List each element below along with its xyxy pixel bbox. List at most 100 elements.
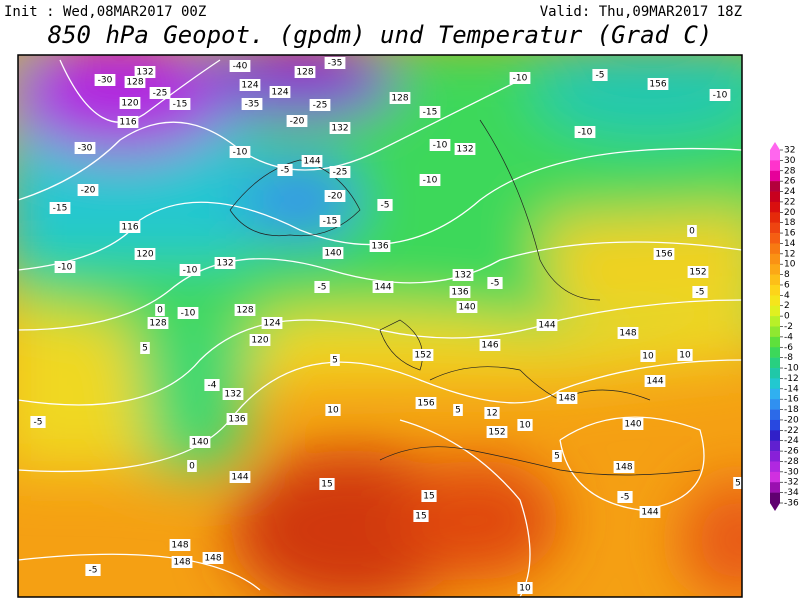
coastlines	[229, 119, 701, 476]
contour-label-box	[134, 248, 156, 260]
contour-label: 132	[224, 390, 241, 400]
contour-label-box	[536, 319, 558, 331]
colorbar-tick-label: 14	[784, 239, 796, 249]
contour-label-box	[329, 166, 351, 178]
colorbar-segment	[770, 284, 780, 296]
colorbar-tick-label: -20	[784, 415, 799, 425]
contour-label: 148	[558, 394, 575, 404]
colorbar-segment	[770, 409, 780, 421]
colorbar-tick-label: 24	[784, 187, 796, 197]
contour-label-box	[124, 76, 146, 88]
contour-label-box	[187, 460, 197, 472]
contour-label: -10	[233, 148, 248, 158]
colorbar-segment	[770, 274, 780, 286]
colorbar-tick-label: 26	[784, 177, 796, 187]
colorbar: 32302826242220181614121086420-2-4-6-8-10…	[770, 142, 799, 511]
colorbar-segment	[770, 233, 780, 244]
contour-label: 10	[642, 352, 654, 362]
contour-label: 124	[241, 81, 258, 91]
contour-label-box	[677, 349, 693, 361]
contour-label-box	[239, 79, 261, 91]
contour-label-box	[647, 78, 669, 90]
contour-label: -5	[281, 166, 290, 176]
contour-label: 128	[391, 94, 408, 104]
contour-label: 128	[149, 319, 166, 329]
contour-label-box	[269, 86, 291, 98]
contour-label: 136	[451, 288, 468, 298]
contour-label: 128	[236, 306, 253, 316]
contour-label-box	[294, 66, 316, 78]
colorbar-tick-label: 8	[784, 270, 790, 280]
contour-label-box	[419, 106, 441, 118]
contour-label-box	[229, 60, 251, 72]
contour-label: -4	[208, 381, 217, 391]
colorbar-segment	[770, 222, 780, 234]
contour-label-box	[613, 461, 635, 473]
contour-label-box	[639, 506, 661, 518]
contour-label: 116	[121, 223, 138, 233]
contour-label-box	[517, 419, 533, 431]
colorbar-segment	[770, 212, 780, 223]
contour-label-box	[30, 416, 46, 428]
colorbar-tick-label: 20	[784, 208, 796, 218]
contour-label-box	[286, 115, 308, 127]
colorbar-segment	[770, 419, 780, 431]
contour-label-box	[622, 418, 644, 430]
contour-label: 132	[456, 145, 473, 155]
contour-label: 10	[679, 351, 691, 361]
colorbar-segment	[770, 201, 780, 213]
colorbar-segment	[770, 326, 780, 338]
map-title: 850 hPa Geopot. (gpdm) und Temperatur (G…	[48, 21, 713, 49]
colorbar-segment	[770, 492, 780, 504]
contour-label: -30	[98, 76, 113, 86]
colorbar-tick-label: 12	[784, 249, 795, 259]
contour-label-box	[222, 388, 244, 400]
colorbar-segment	[770, 181, 780, 192]
contour-label: 148	[173, 558, 190, 568]
colorbar-tick-label: -26	[784, 447, 799, 457]
contour-label: 156	[417, 399, 434, 409]
contour-label-box	[54, 261, 76, 273]
contour-label: 15	[423, 492, 434, 502]
contour-label-box	[171, 556, 193, 568]
contour-label: 10	[519, 584, 531, 594]
contour-label: 140	[191, 438, 208, 448]
contour-label: 140	[458, 303, 475, 313]
contour-label: -25	[333, 168, 348, 178]
colorbar-segment	[770, 430, 780, 442]
contour-label-box	[449, 286, 471, 298]
contour-label-box	[149, 87, 171, 99]
contour-label-box	[249, 334, 271, 346]
contour-label: 5	[142, 344, 148, 354]
colorbar-tick-label: -28	[784, 457, 799, 467]
contour-label-box	[640, 350, 656, 362]
contour-label-box	[453, 404, 463, 416]
contour-label-box	[413, 510, 429, 522]
contour-label-box	[325, 404, 341, 416]
contour-label-box	[77, 184, 99, 196]
contour-label-box	[617, 491, 633, 503]
contour-label-box	[314, 281, 330, 293]
contour-label: -10	[433, 141, 448, 151]
colorbar-tick-label: 32	[784, 146, 795, 156]
colorbar-tick-label: -34	[784, 488, 799, 498]
colorbar-tick-label: -22	[784, 426, 799, 436]
contour-label: 5	[735, 479, 741, 489]
contour-label-box	[261, 317, 283, 329]
colorbar-segment	[770, 264, 780, 275]
contour-label: 5	[332, 356, 338, 366]
colorbar-tick-label: -24	[784, 436, 799, 446]
contour-label-box	[372, 281, 394, 293]
contour-label: 5	[554, 452, 560, 462]
contour-label: -5	[89, 566, 98, 576]
contour-label: 140	[324, 249, 341, 259]
contour-label-box	[484, 407, 500, 419]
contour-label-box	[229, 146, 251, 158]
contour-label: 5	[455, 406, 461, 416]
contour-label-box	[517, 582, 533, 594]
colorbar-tick-label: 16	[784, 229, 796, 239]
colorbar-tick-label: -32	[784, 478, 799, 488]
colorbar-tick-label: 18	[784, 218, 796, 228]
